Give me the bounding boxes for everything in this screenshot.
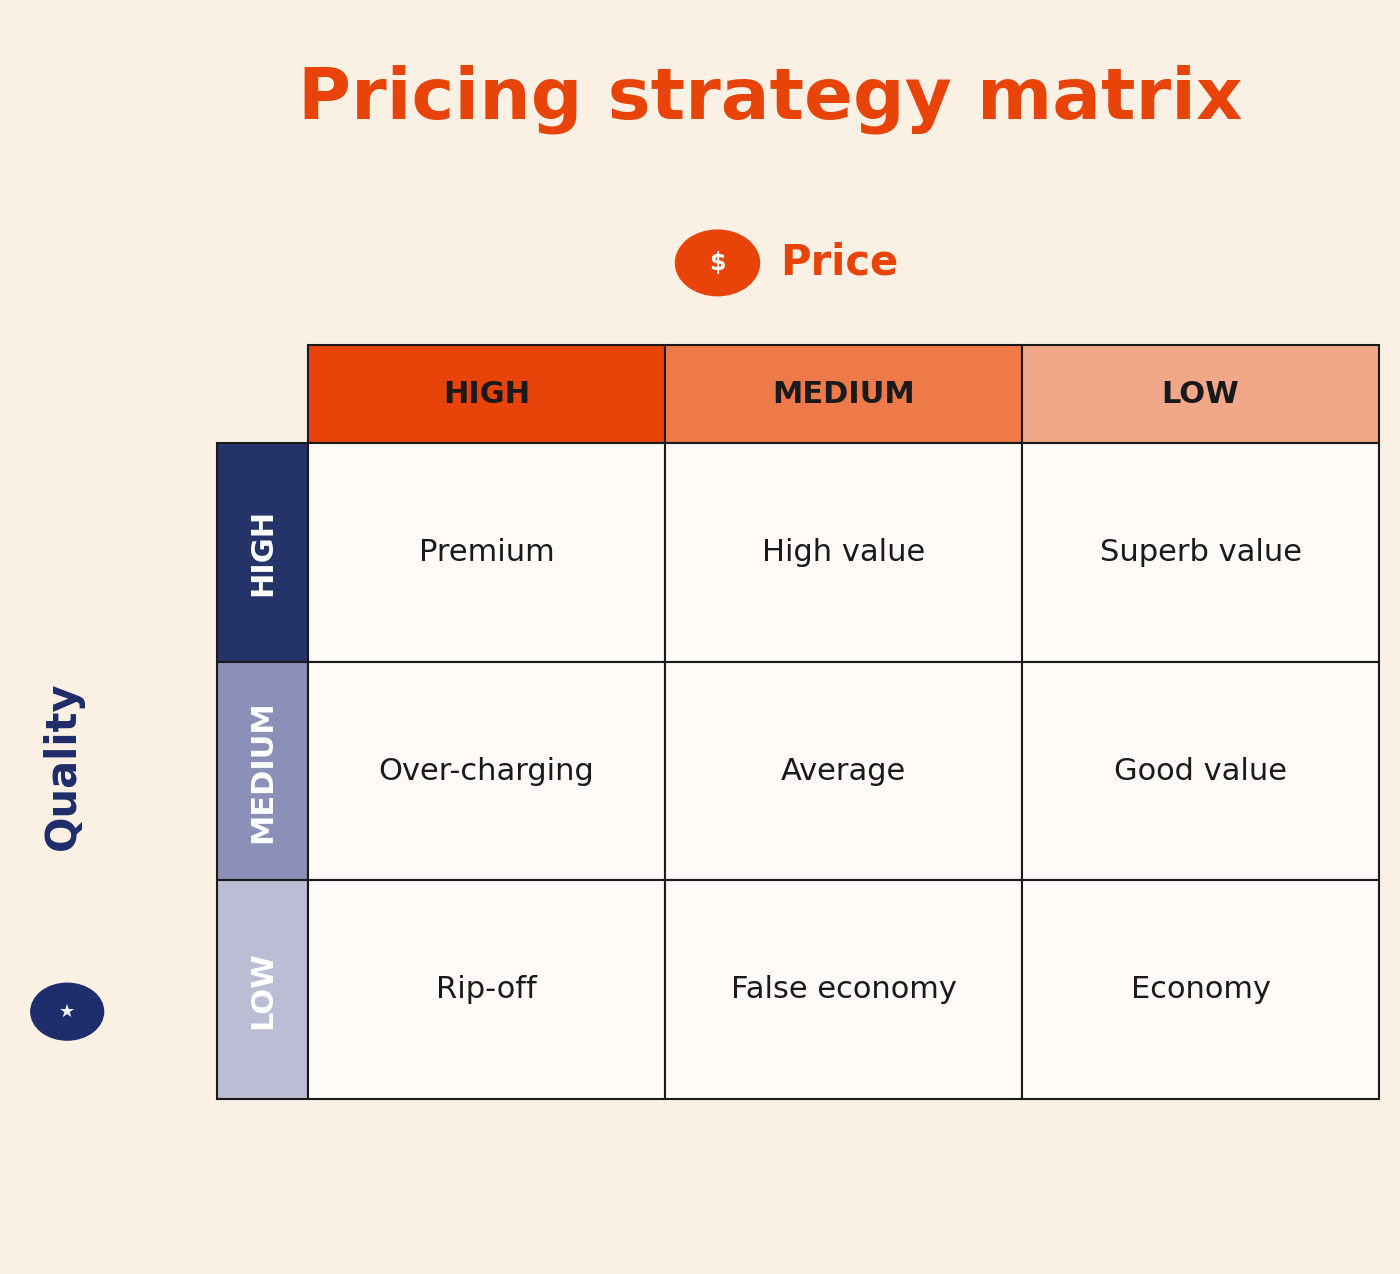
Text: Superb value: Superb value (1099, 538, 1302, 567)
FancyBboxPatch shape (308, 880, 665, 1099)
FancyBboxPatch shape (217, 443, 308, 662)
Text: Average: Average (781, 757, 906, 786)
Circle shape (31, 984, 104, 1040)
Text: MEDIUM: MEDIUM (248, 699, 277, 842)
FancyBboxPatch shape (665, 880, 1022, 1099)
Text: Rip-off: Rip-off (437, 976, 536, 1004)
FancyBboxPatch shape (308, 662, 665, 880)
Text: LOW: LOW (1162, 380, 1239, 409)
Text: Price: Price (781, 242, 899, 284)
Text: ★: ★ (59, 1003, 76, 1020)
FancyBboxPatch shape (665, 443, 1022, 662)
FancyBboxPatch shape (1022, 443, 1379, 662)
Text: Good value: Good value (1114, 757, 1287, 786)
FancyBboxPatch shape (1022, 880, 1379, 1099)
FancyBboxPatch shape (308, 345, 665, 443)
Text: HIGH: HIGH (248, 510, 277, 596)
FancyBboxPatch shape (217, 880, 308, 1099)
FancyBboxPatch shape (665, 662, 1022, 880)
Text: LOW: LOW (248, 950, 277, 1028)
Text: Premium: Premium (419, 538, 554, 567)
Text: $: $ (710, 251, 725, 275)
Text: High value: High value (762, 538, 925, 567)
FancyBboxPatch shape (1022, 662, 1379, 880)
Text: MEDIUM: MEDIUM (773, 380, 914, 409)
Text: Over-charging: Over-charging (378, 757, 595, 786)
Circle shape (675, 231, 760, 296)
Text: False economy: False economy (731, 976, 956, 1004)
Text: HIGH: HIGH (442, 380, 531, 409)
Text: Economy: Economy (1131, 976, 1271, 1004)
Text: Quality: Quality (42, 682, 84, 850)
Text: Pricing strategy matrix: Pricing strategy matrix (298, 65, 1242, 134)
FancyBboxPatch shape (308, 443, 665, 662)
FancyBboxPatch shape (665, 345, 1022, 443)
FancyBboxPatch shape (217, 662, 308, 880)
FancyBboxPatch shape (1022, 345, 1379, 443)
